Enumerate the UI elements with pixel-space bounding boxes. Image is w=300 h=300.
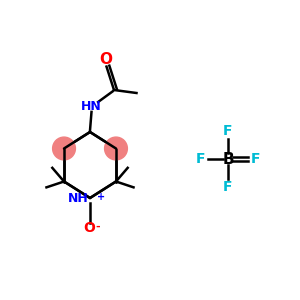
Text: +: + <box>97 191 106 202</box>
Text: -: - <box>95 221 100 232</box>
Text: F: F <box>251 152 261 166</box>
Text: NH: NH <box>68 191 88 205</box>
Text: O: O <box>83 221 95 235</box>
Text: B: B <box>222 152 234 166</box>
Circle shape <box>105 137 128 160</box>
Text: HN: HN <box>81 100 102 113</box>
Text: F: F <box>223 124 233 138</box>
Circle shape <box>52 137 75 160</box>
Text: F: F <box>223 180 233 194</box>
Text: O: O <box>99 52 112 68</box>
Text: F: F <box>195 152 205 166</box>
